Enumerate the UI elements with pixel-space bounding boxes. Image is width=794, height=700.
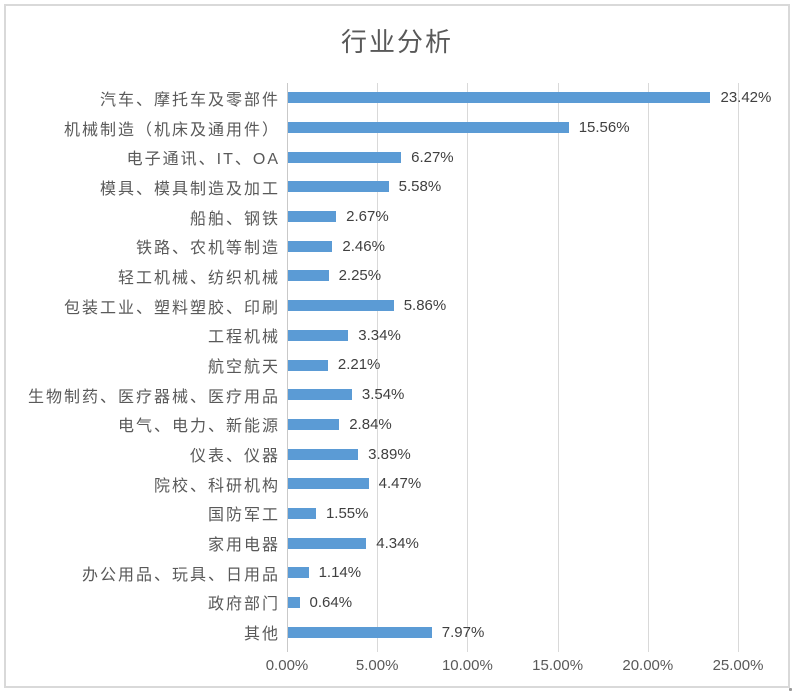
bar[interactable] [288,418,340,430]
value-label: 3.89% [368,445,411,463]
bar[interactable] [288,389,352,401]
chart-title: 行业分析 [340,27,453,57]
value-label: 2.67% [346,208,389,226]
gridline [647,83,649,652]
bar[interactable] [288,507,316,519]
value-label: 2.46% [342,237,385,255]
resize-handle-dot [789,688,792,691]
x-axis-tick-label: 20.00% [622,657,674,674]
bar[interactable] [288,359,328,371]
value-label: 2.84% [349,415,392,433]
value-label: 4.47% [378,475,422,493]
value-label: 7.97% [441,623,485,641]
category-label: 院校、科研机构 [153,477,280,495]
bar[interactable] [288,448,359,460]
value-label: 1.14% [318,564,362,582]
bar[interactable] [288,626,432,638]
x-axis-tick-label: 0.00% [265,657,309,674]
bar[interactable] [288,478,369,490]
bar[interactable] [288,181,389,193]
category-label: 国防军工 [207,507,280,525]
category-label: 办公用品、玩具、日用品 [81,566,280,584]
bar[interactable] [288,537,367,549]
value-label: 6.27% [411,148,454,166]
category-label: 轻工机械、纺织机械 [117,269,280,287]
value-label: 1.55% [325,504,369,522]
bar[interactable] [288,270,329,282]
category-label: 工程机械 [207,329,280,347]
y-axis-line [287,83,288,652]
value-label: 2.25% [338,267,382,285]
category-label: 生物制药、医疗器械、医疗用品 [27,388,280,406]
gridline [738,83,739,652]
category-label: 汽车、摩托车及零部件 [99,91,280,109]
x-axis-tick-label: 10.00% [441,657,493,674]
category-label: 船舶、钢铁 [189,210,280,228]
category-label: 航空航天 [207,358,280,376]
bar[interactable] [288,122,569,134]
category-label: 电子通讯、IT、OA [126,151,280,169]
bar[interactable] [288,596,300,608]
bar[interactable] [288,329,349,341]
bar[interactable] [288,151,402,163]
bar[interactable] [288,567,309,579]
category-label: 家用电器 [207,537,280,555]
bar[interactable] [288,300,394,312]
x-axis-tick-label: 15.00% [532,657,584,674]
value-label: 3.34% [358,326,401,344]
category-label: 其他 [243,626,280,644]
x-axis-tick-label: 25.00% [712,657,764,674]
bar[interactable] [288,211,337,223]
category-label: 机械制造（机床及通用件） [63,121,280,139]
category-label: 仪表、仪器 [189,448,280,466]
category-label: 电气、电力、新能源 [117,418,280,436]
x-axis-tick-label: 5.00% [355,657,399,674]
value-label: 3.54% [361,386,405,404]
bar[interactable] [288,240,333,252]
value-label: 2.21% [337,356,381,374]
category-label: 模具、模具制造及加工 [99,180,280,198]
gridline [467,83,469,652]
value-label: 4.34% [376,534,419,552]
value-label: 0.64% [309,593,353,611]
chart-border [4,4,790,688]
value-label: 5.58% [398,178,442,196]
gridline [377,83,379,652]
gridline [557,83,559,652]
value-label: 23.42% [720,89,772,107]
bar[interactable] [288,92,711,104]
value-label: 5.86% [403,297,447,315]
value-label: 15.56% [578,119,630,136]
category-label: 政府部门 [207,596,280,614]
category-label: 铁路、农机等制造 [135,240,280,258]
category-label: 包装工业、塑料塑胶、印刷 [63,299,280,317]
